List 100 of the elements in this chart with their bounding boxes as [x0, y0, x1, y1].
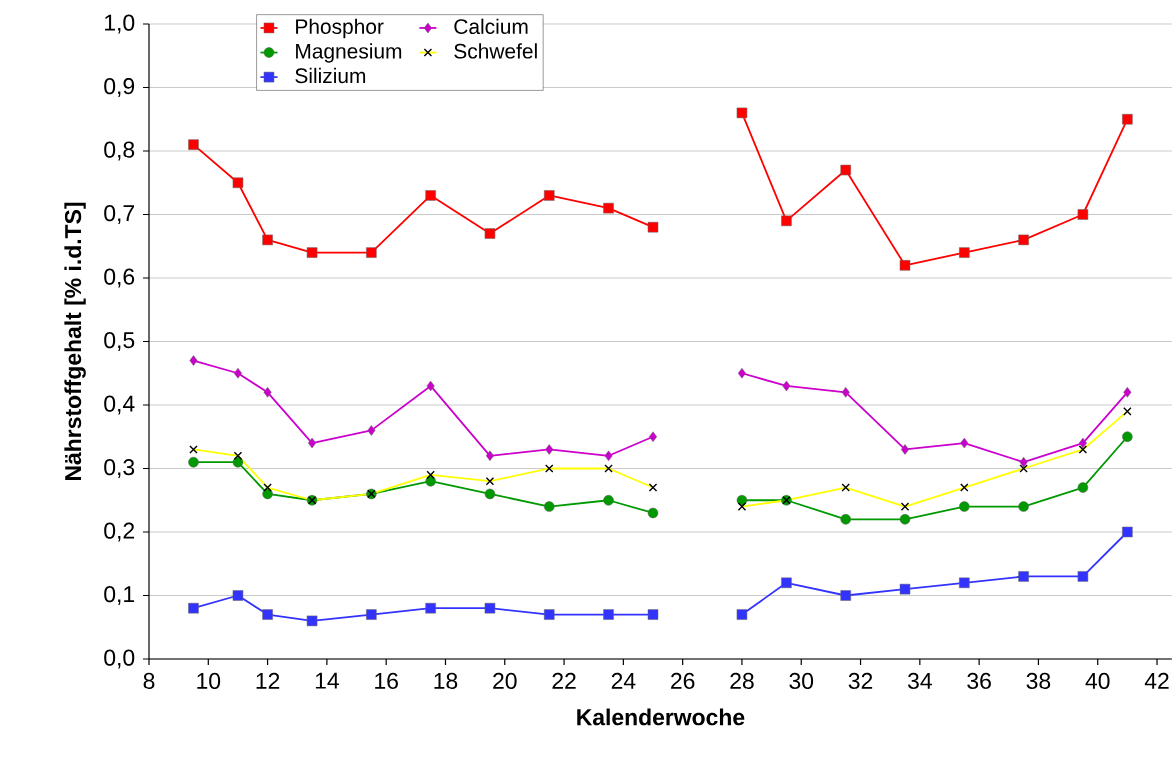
point — [959, 501, 970, 512]
point — [1077, 209, 1089, 220]
point — [189, 355, 198, 366]
point — [1078, 437, 1087, 449]
point — [736, 495, 748, 506]
point — [545, 444, 554, 455]
point — [543, 501, 555, 512]
point — [425, 602, 436, 614]
point — [543, 190, 555, 201]
point — [649, 431, 658, 442]
x-tick-label: 28 — [730, 672, 754, 690]
point — [647, 221, 659, 233]
point — [1077, 482, 1089, 493]
x-tick-label: 12 — [256, 672, 280, 689]
x-tick-label: 18 — [434, 672, 458, 690]
point — [188, 456, 199, 468]
point — [899, 514, 911, 525]
x-tick-label: 14 — [315, 672, 339, 689]
point — [1077, 571, 1089, 582]
point — [841, 387, 850, 398]
point — [647, 507, 659, 519]
y-tick-label: 0,4 — [104, 395, 135, 415]
point — [736, 609, 748, 620]
point — [960, 437, 969, 449]
y-tick-label: 0,5 — [104, 332, 135, 351]
y-tick-label: 0,1 — [104, 586, 135, 605]
x-tick-label: 16 — [375, 672, 398, 690]
legend-label: Silizium — [295, 67, 366, 84]
point — [306, 247, 318, 258]
point — [604, 450, 613, 462]
x-axis-title: Kalenderwoche — [577, 708, 745, 726]
legend-label: Schwefel — [454, 43, 537, 59]
x-tick-label: 36 — [967, 672, 991, 690]
y-tick-label: 0,9 — [104, 78, 135, 97]
point — [603, 609, 614, 620]
x-tick-label: 42 — [1144, 672, 1169, 689]
x-tick-label: 30 — [789, 672, 814, 690]
point — [959, 247, 970, 258]
point — [188, 602, 199, 614]
point — [543, 609, 555, 620]
point — [899, 583, 911, 595]
point — [366, 609, 377, 620]
point — [840, 514, 851, 525]
x-tick-label: 26 — [671, 672, 695, 690]
point — [603, 202, 614, 214]
point — [233, 368, 242, 379]
point — [308, 437, 317, 449]
x-tick-label: 10 — [197, 672, 221, 690]
point — [781, 577, 792, 589]
x-tick-label: 22 — [552, 672, 576, 689]
point — [1122, 431, 1133, 442]
point — [603, 495, 614, 506]
legend-label: Calcium — [454, 18, 528, 35]
legend-label: Magnesium — [296, 43, 402, 63]
point — [306, 615, 318, 627]
point — [484, 488, 496, 500]
legend-label: Phosphor — [296, 18, 384, 39]
point — [263, 387, 272, 398]
point — [232, 456, 244, 468]
point — [899, 260, 911, 271]
point — [232, 177, 244, 188]
point — [1018, 234, 1029, 246]
y-tick-label: 0,6 — [104, 268, 135, 288]
point — [782, 380, 791, 392]
y-tick-label: 0,8 — [104, 141, 135, 161]
point — [1123, 387, 1132, 398]
point — [425, 190, 436, 201]
point — [1018, 501, 1029, 512]
y-tick-label: 0,3 — [104, 459, 135, 478]
point — [840, 164, 851, 176]
point — [781, 215, 792, 227]
point — [262, 488, 273, 500]
y-axis-title: Nährstoffgehalt [% i.d.TS] — [64, 202, 86, 480]
point — [484, 602, 496, 614]
x-tick-label: 8 — [143, 672, 155, 690]
point — [484, 228, 496, 239]
y-tick-label: 1,0 — [105, 14, 135, 34]
x-tick-label: 32 — [848, 672, 873, 690]
x-tick-label: 38 — [1026, 672, 1051, 690]
y-tick-label: 0,0 — [104, 649, 135, 669]
point — [1018, 571, 1029, 582]
point — [1122, 113, 1133, 125]
point — [262, 609, 273, 620]
point — [232, 590, 244, 601]
x-tick-label: 20 — [493, 672, 517, 690]
point — [485, 450, 494, 462]
x-tick-label: 24 — [611, 672, 636, 689]
point — [188, 139, 199, 150]
point — [367, 425, 376, 436]
point — [1019, 456, 1028, 468]
x-tick-label: 40 — [1085, 672, 1110, 690]
point — [737, 368, 746, 379]
y-tick-label: 0,2 — [104, 522, 135, 542]
point — [366, 247, 377, 258]
point — [647, 609, 659, 620]
point — [736, 107, 748, 119]
point — [1122, 526, 1133, 538]
point — [262, 234, 273, 246]
y-tick-label: 0,7 — [104, 205, 135, 224]
point — [901, 444, 910, 455]
